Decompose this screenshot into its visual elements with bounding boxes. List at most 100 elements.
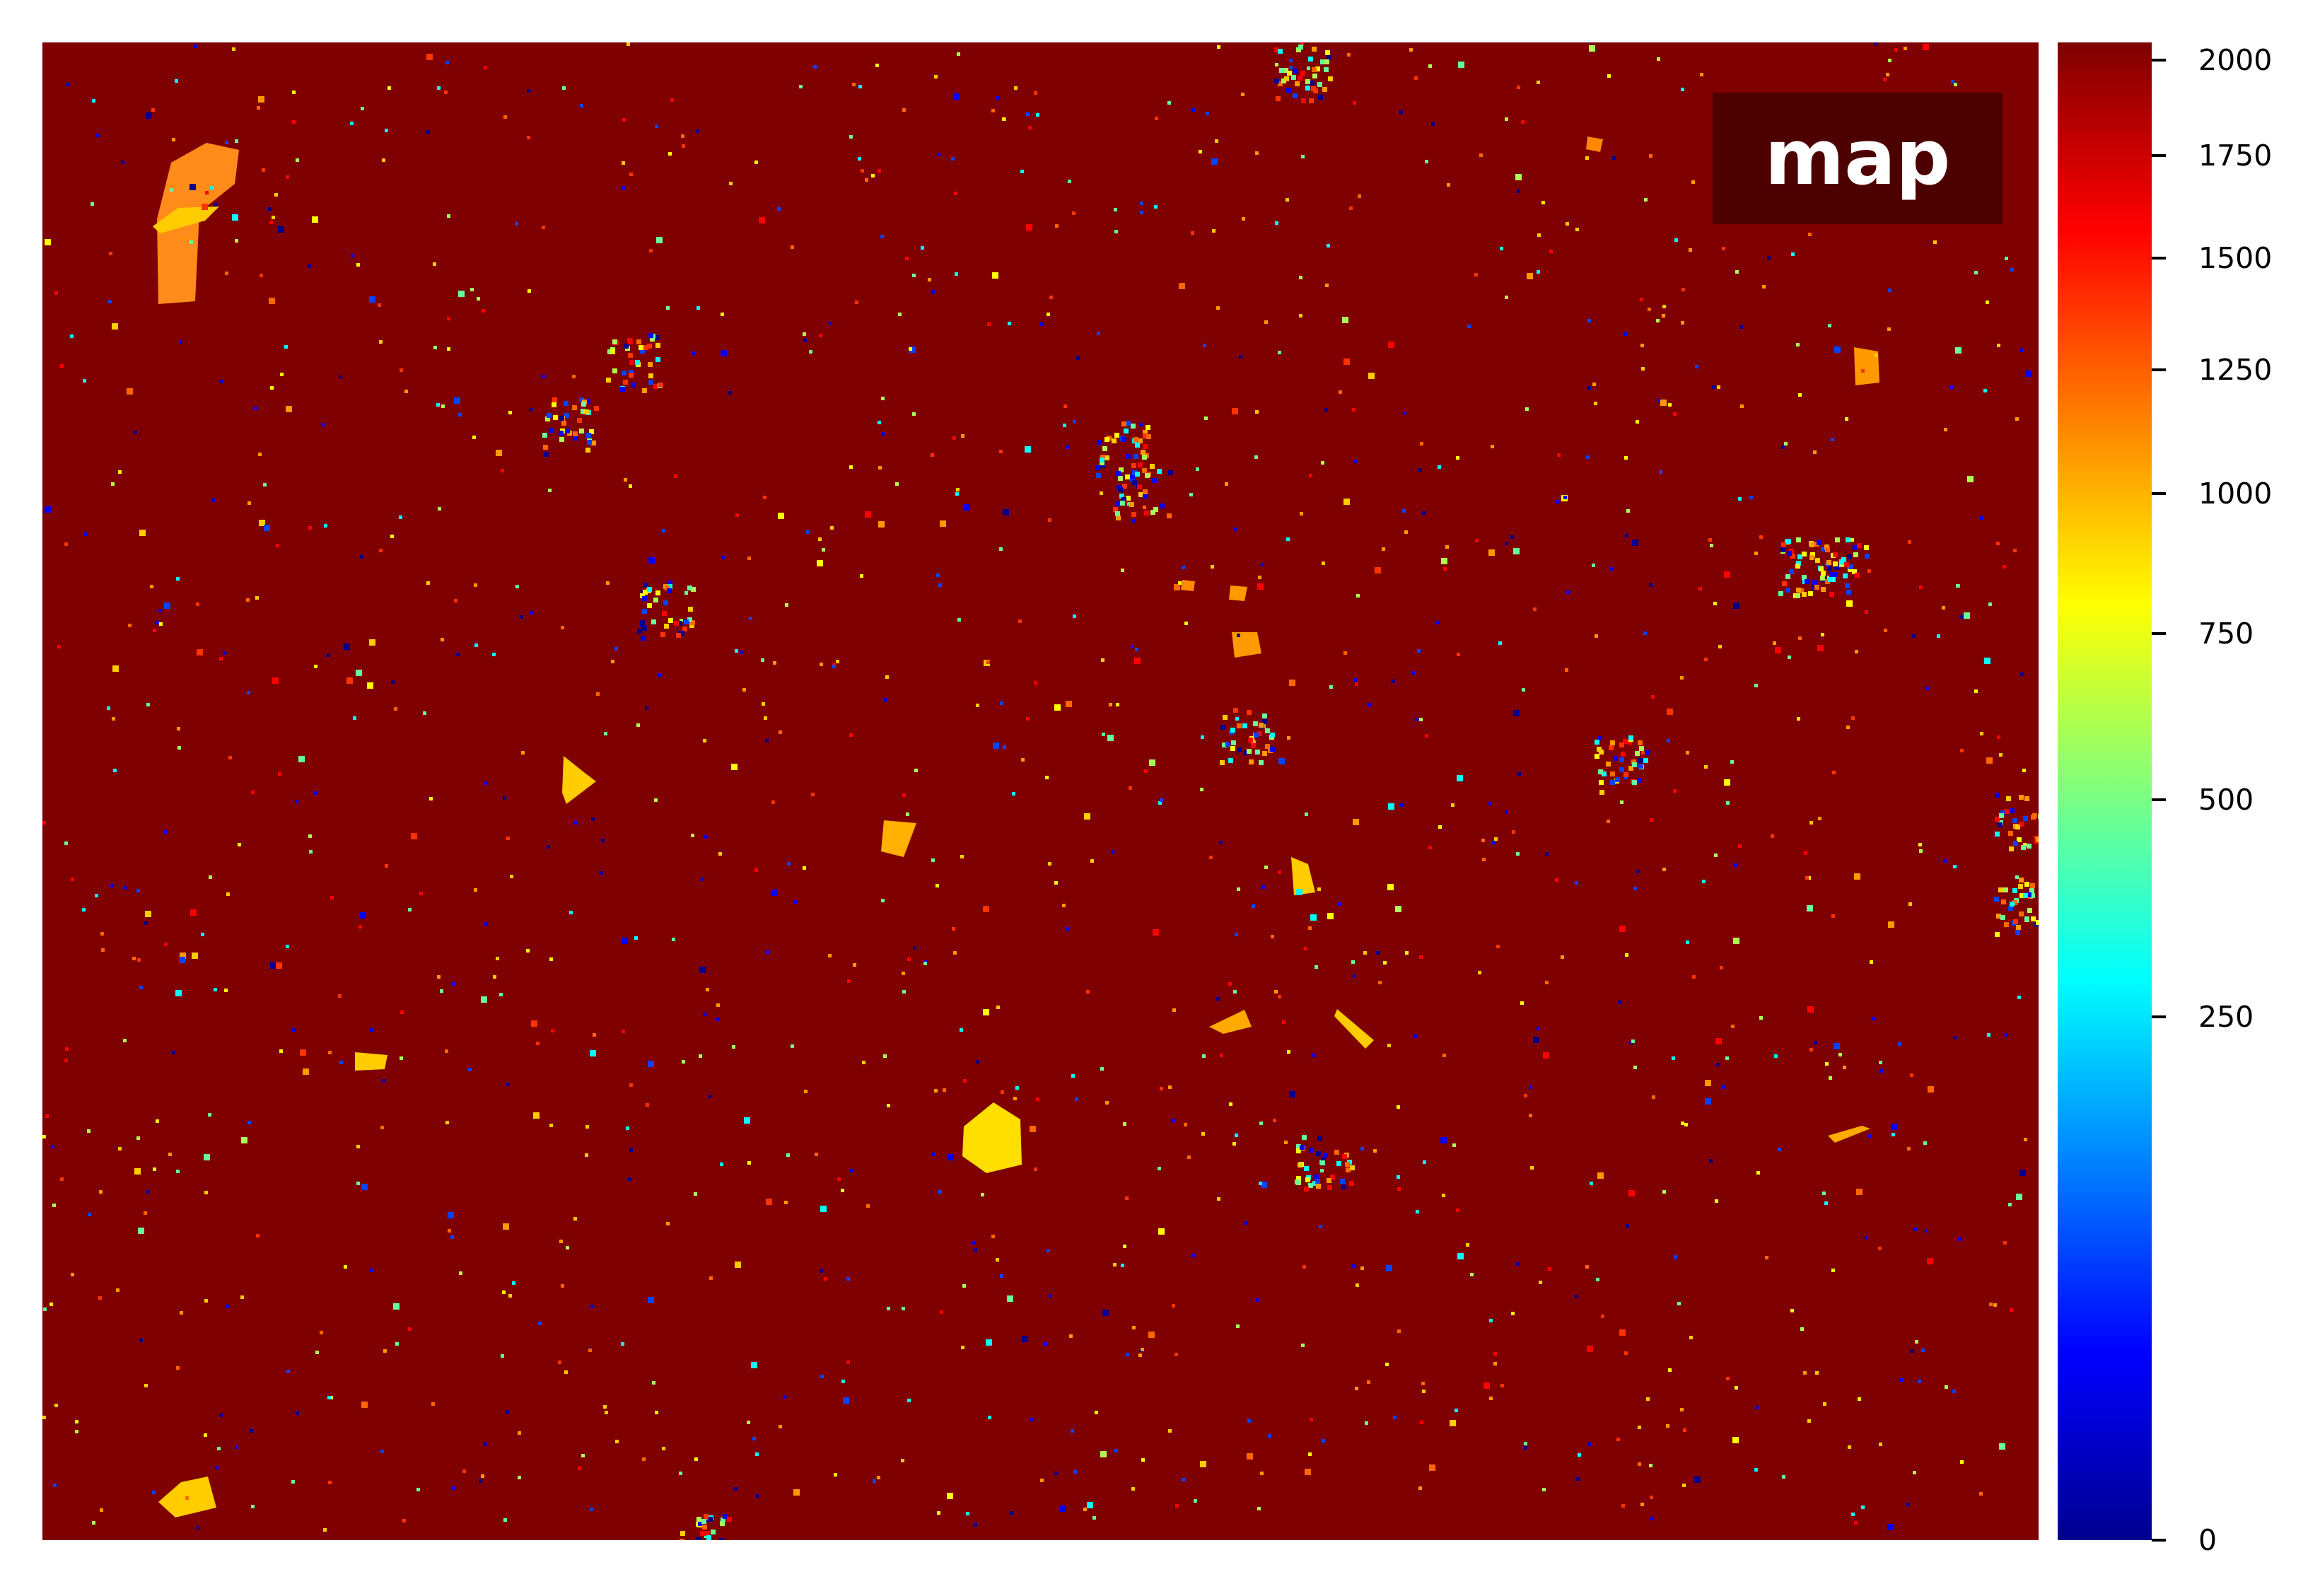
heatmap-pixel xyxy=(1324,408,1328,412)
heatmap-pixel xyxy=(1299,276,1302,279)
heatmap-pixel xyxy=(1960,749,1964,752)
heatmap-pixel xyxy=(1174,1353,1178,1356)
heatmap-pixel xyxy=(1317,887,1321,891)
heatmap-pixel xyxy=(508,411,512,414)
heatmap-pixel xyxy=(931,453,934,457)
heatmap-pixel xyxy=(484,66,487,69)
heatmap-pixel xyxy=(549,428,554,433)
heatmap-pixel xyxy=(1872,1017,1875,1020)
heatmap-pixel xyxy=(136,889,140,892)
heatmap-pixel xyxy=(2023,843,2027,846)
heatmap-pixel xyxy=(696,1537,701,1540)
heatmap-pixel xyxy=(1894,48,1898,52)
heatmap-pixel xyxy=(350,122,354,125)
heatmap-pixel xyxy=(803,332,806,336)
heatmap-pixel xyxy=(1467,325,1471,328)
heatmap-pixel xyxy=(1291,75,1296,80)
heatmap-pixel xyxy=(1994,897,1999,902)
heatmap-pixel xyxy=(1925,1229,1928,1233)
heatmap-pixel xyxy=(1848,567,1853,572)
heatmap-feature xyxy=(153,206,219,233)
heatmap-pixel xyxy=(1360,1147,1364,1151)
heatmap-pixel xyxy=(1610,780,1615,785)
heatmap-pixel xyxy=(1824,544,1829,549)
heatmap-pixel xyxy=(552,397,557,402)
heatmap-pixel xyxy=(241,1137,247,1143)
heatmap-pixel xyxy=(1821,571,1826,576)
heatmap-pixel xyxy=(853,963,856,967)
heatmap-pixel xyxy=(966,1512,969,1515)
heatmap-pixel xyxy=(1428,64,1432,68)
heatmap-pixel xyxy=(1613,756,1618,761)
heatmap-pixel xyxy=(1660,400,1667,406)
heatmap-pixel xyxy=(878,169,881,173)
heatmap-pixel xyxy=(1262,751,1267,756)
heatmap-pixel xyxy=(564,401,569,406)
heatmap-pixel xyxy=(472,436,476,439)
heatmap-pixel xyxy=(1126,496,1131,501)
heatmap-pixel xyxy=(314,791,317,795)
heatmap-pixel xyxy=(1219,841,1223,844)
heatmap-pixel xyxy=(777,207,781,211)
heatmap-pixel xyxy=(634,936,638,940)
heatmap-pixel xyxy=(159,622,163,626)
heatmap-pixel xyxy=(1365,1421,1368,1425)
heatmap-pixel xyxy=(1733,602,1739,609)
heatmap-pixel xyxy=(1835,537,1840,542)
heatmap-pixel xyxy=(986,1339,992,1346)
heatmap-pixel xyxy=(296,158,299,162)
heatmap-pixel xyxy=(658,673,661,677)
heatmap-pixel xyxy=(1619,1329,1626,1336)
heatmap-pixel xyxy=(1138,1353,1142,1357)
heatmap-pixel xyxy=(1073,1470,1077,1474)
heatmap-pixel xyxy=(324,524,327,528)
heatmap-pixel xyxy=(549,957,553,961)
heatmap-pixel xyxy=(1807,876,1811,880)
heatmap-pixel xyxy=(791,1044,794,1048)
heatmap-pixel xyxy=(756,1494,759,1498)
heatmap-pixel xyxy=(204,1191,208,1194)
heatmap-pixel xyxy=(1739,325,1743,329)
heatmap-pixel xyxy=(315,1351,319,1354)
heatmap-pixel xyxy=(1585,1265,1589,1269)
heatmap-pixel xyxy=(1520,1001,1524,1005)
heatmap-pixel xyxy=(1879,1061,1882,1064)
heatmap-pixel xyxy=(694,1457,698,1461)
heatmap-pixel xyxy=(624,478,627,482)
heatmap-pixel xyxy=(1624,332,1627,336)
heatmap-pixel xyxy=(426,130,430,134)
heatmap-pixel xyxy=(1807,1006,1814,1013)
heatmap-pixel xyxy=(1304,947,1307,950)
heatmap-pixel xyxy=(1705,1080,1711,1086)
heatmap-pixel xyxy=(1853,545,1858,550)
heatmap-pixel xyxy=(1132,470,1137,475)
heatmap-pixel xyxy=(1944,428,1947,431)
heatmap-pixel xyxy=(1482,858,1486,861)
heatmap-pixel xyxy=(1619,742,1624,747)
heatmap-pixel xyxy=(987,322,991,326)
heatmap-pixel xyxy=(361,107,364,110)
heatmap-pixel xyxy=(1330,1175,1335,1179)
heatmap-pixel xyxy=(1595,740,1599,745)
heatmap-pixel xyxy=(692,351,695,355)
heatmap-pixel xyxy=(1286,537,1290,541)
heatmap-pixel xyxy=(1997,735,2000,739)
heatmap-pixel xyxy=(1289,66,1293,69)
heatmap-pixel xyxy=(641,636,646,641)
heatmap-pixel xyxy=(694,1192,697,1196)
heatmap-pixel xyxy=(484,922,488,926)
heatmap-pixel xyxy=(1649,154,1652,158)
heatmap-pixel xyxy=(681,134,684,138)
heatmap-pixel xyxy=(1592,564,1595,567)
heatmap-pixel xyxy=(584,409,589,414)
heatmap-pixel xyxy=(51,1145,54,1148)
heatmap-pixel xyxy=(1974,689,1978,693)
heatmap-pixel xyxy=(1516,852,1520,856)
heatmap-pixel xyxy=(328,1051,332,1054)
heatmap-pixel xyxy=(1964,612,1970,619)
heatmap-pixel xyxy=(1287,1050,1290,1054)
heatmap-pixel xyxy=(1244,750,1249,755)
heatmap-pixel xyxy=(510,875,513,878)
heatmap-pixel xyxy=(419,892,423,895)
heatmap-pixel xyxy=(286,175,289,179)
